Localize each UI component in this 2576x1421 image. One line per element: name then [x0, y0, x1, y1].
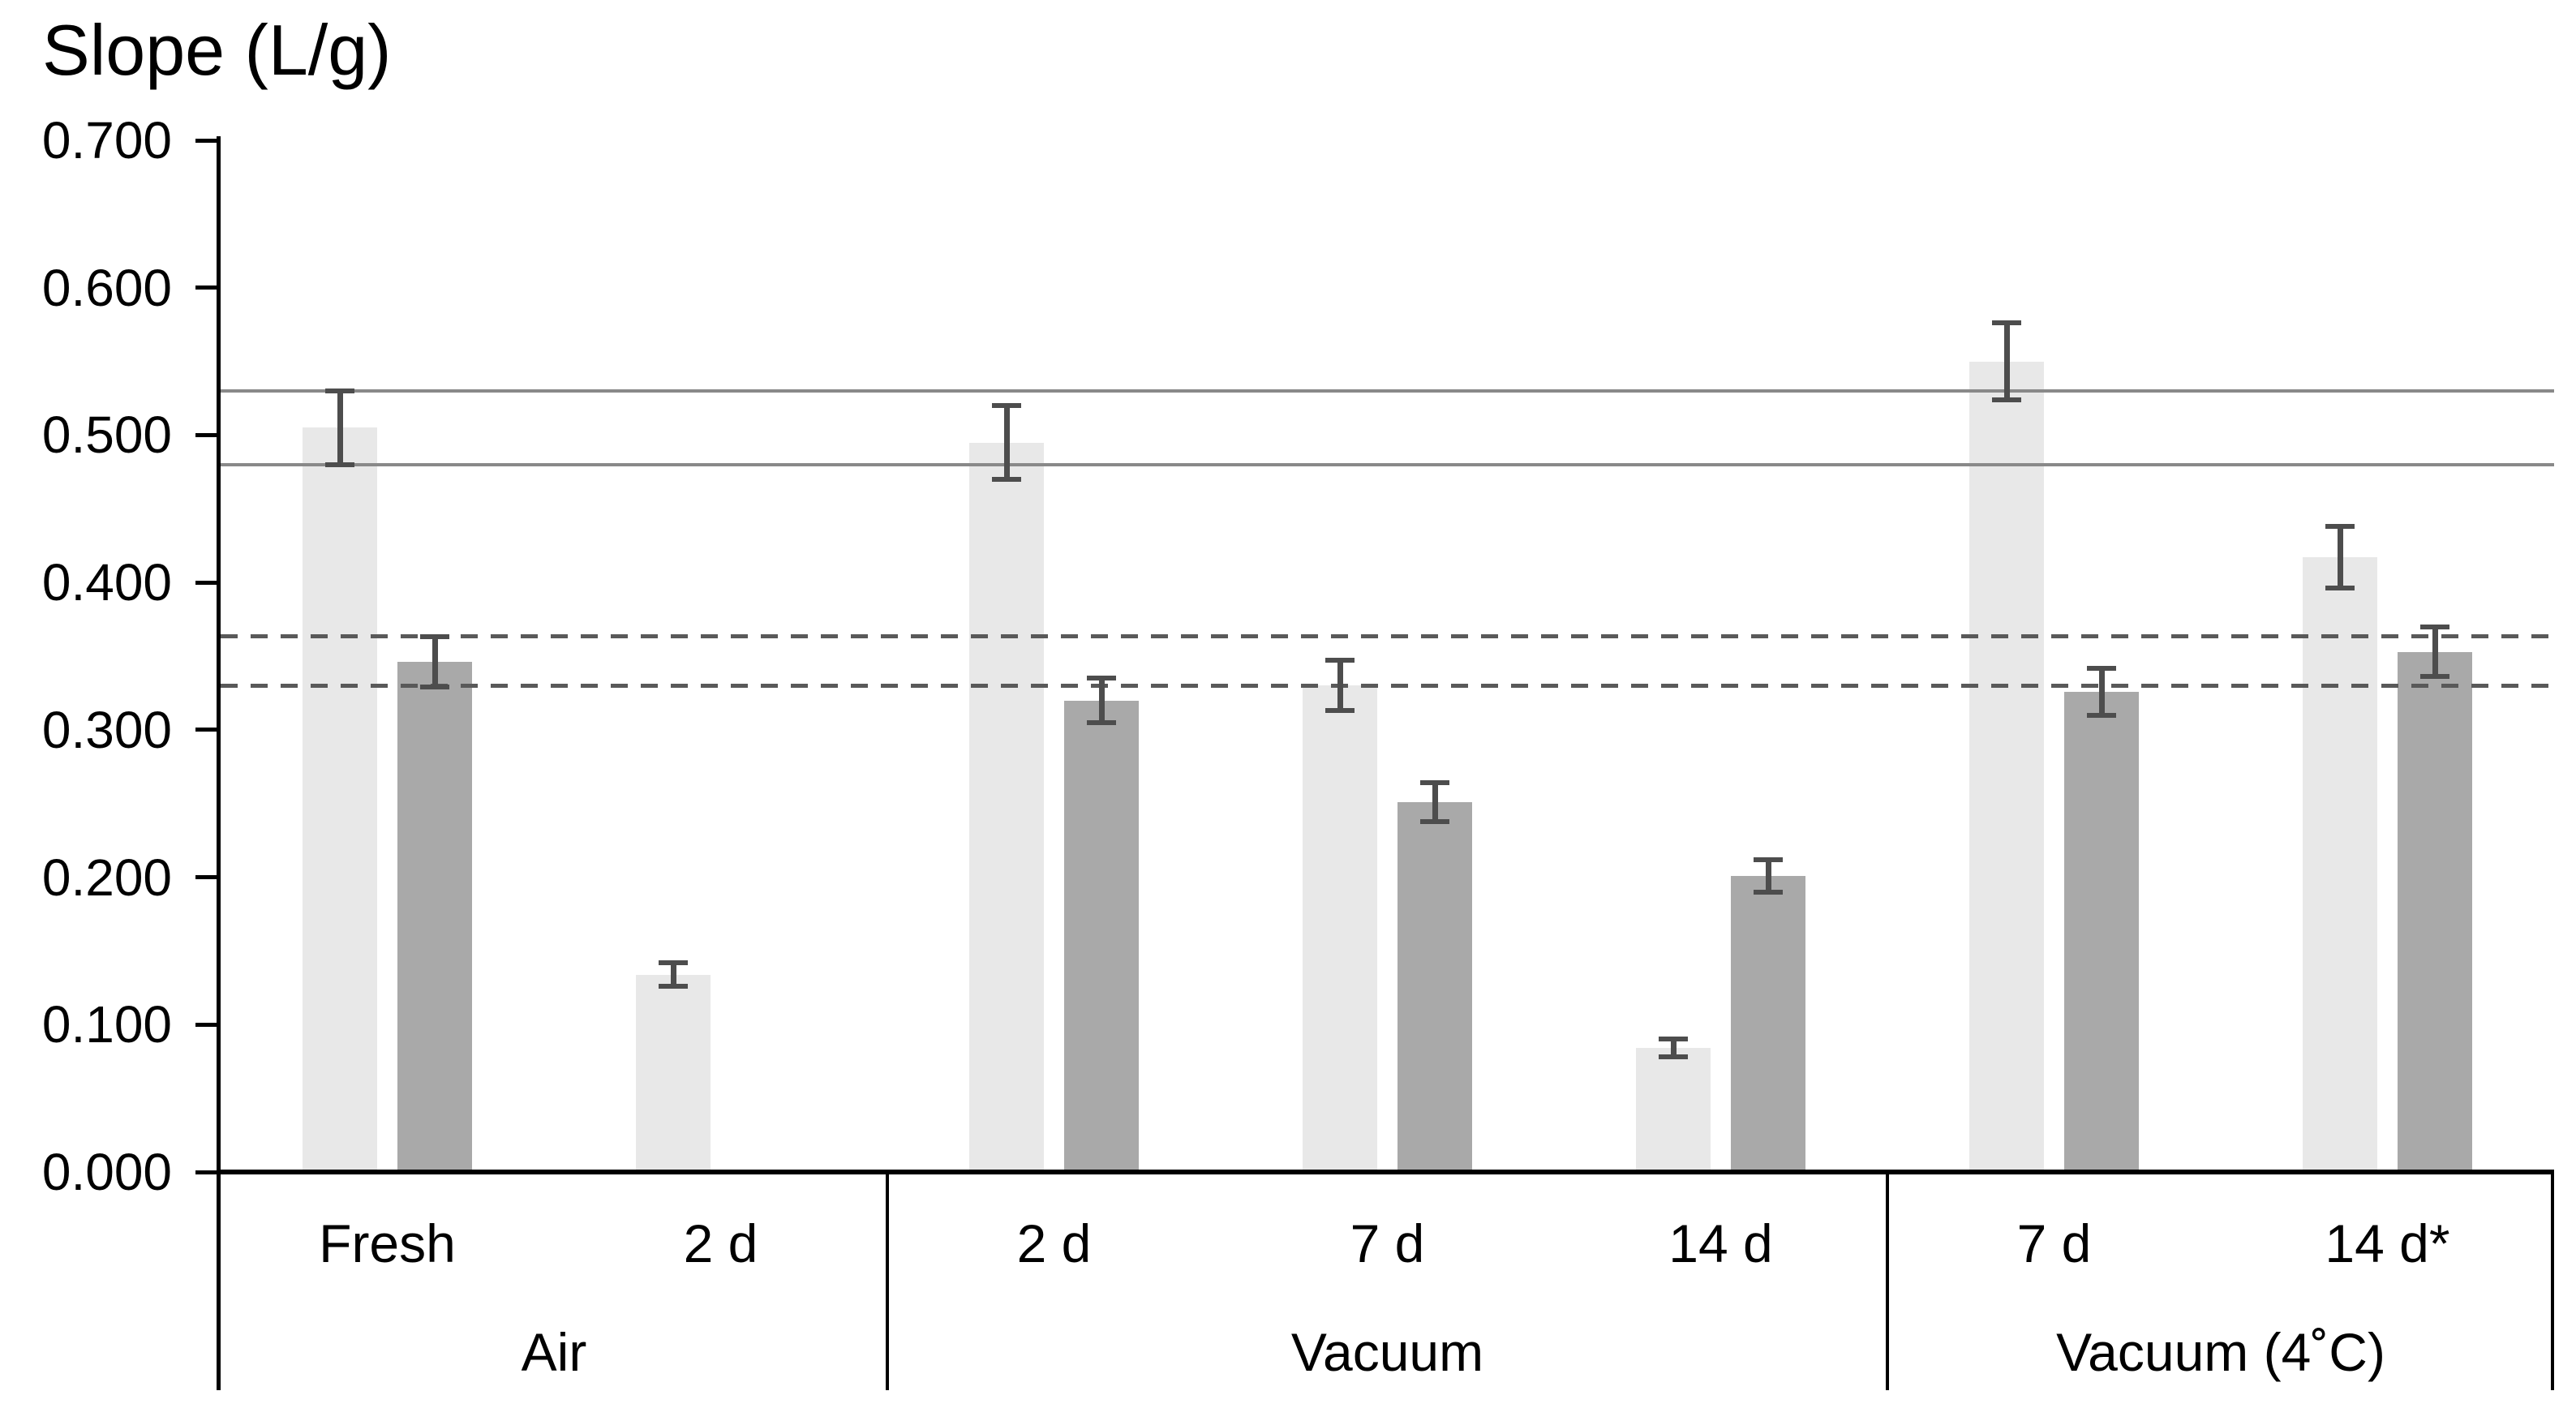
bar-dark: [1064, 700, 1139, 1172]
error-bar-cap-top: [992, 403, 1021, 409]
category-label: 14 d: [1668, 1213, 1773, 1273]
y-tick-label: 0.600: [41, 258, 172, 317]
bar-dark: [1397, 801, 1472, 1172]
y-axis-tick: [195, 1170, 217, 1174]
y-axis-tick: [195, 580, 217, 585]
category-label: Fresh: [319, 1213, 456, 1273]
group-label: Vacuum: [1290, 1322, 1484, 1382]
error-bar-line: [670, 962, 676, 987]
error-bar-line: [1765, 859, 1771, 892]
reference-line-solid: [221, 389, 2554, 393]
error-bar-line: [337, 390, 343, 465]
y-tick-label: 0.400: [41, 553, 172, 612]
bar-dark: [1731, 875, 1805, 1172]
error-bar-line: [431, 637, 438, 688]
bar-dark: [2398, 651, 2472, 1172]
group-label: Vacuum (4˚C): [2056, 1322, 2385, 1382]
error-bar-cap-top: [1087, 676, 1116, 681]
error-bar-cap-top: [1325, 658, 1355, 663]
bar-light: [1303, 685, 1377, 1172]
error-bar-line: [2432, 626, 2438, 677]
y-axis-tick: [195, 285, 217, 290]
error-bar-cap-bottom: [659, 984, 688, 990]
reference-line-dashed: [221, 684, 2554, 689]
bar-dark: [2064, 691, 2139, 1172]
y-tick-label: 0.200: [41, 848, 172, 907]
error-bar-cap-bottom: [325, 462, 354, 467]
reference-line-dashed: [221, 633, 2554, 638]
error-bar-cap-top: [325, 388, 354, 393]
bar-dark: [397, 662, 472, 1172]
error-bar-line: [2098, 668, 2105, 715]
y-axis-tick: [195, 138, 217, 143]
error-bar-cap-bottom: [1992, 397, 2021, 402]
error-bar-cap-top: [1754, 856, 1783, 862]
chart-title: Slope (L/g): [42, 10, 392, 90]
bar-light: [2303, 557, 2377, 1172]
y-axis-tick: [195, 875, 217, 880]
y-tick-label: 0.000: [41, 1143, 172, 1201]
category-label: 7 d: [2016, 1213, 2092, 1273]
y-axis-tick: [195, 728, 217, 732]
category-label: 14 d*: [2325, 1213, 2450, 1273]
error-bar-cap-top: [1420, 780, 1449, 786]
error-bar-line: [1337, 660, 1343, 711]
error-bar-line: [1098, 678, 1105, 723]
bar-light: [636, 974, 711, 1172]
error-bar-cap-bottom: [2325, 586, 2355, 591]
y-axis-line: [217, 136, 221, 1390]
category-label: 7 d: [1350, 1213, 1425, 1273]
y-tick-label: 0.700: [41, 111, 172, 170]
error-bar-cap-top: [420, 634, 449, 640]
error-bar-cap-top: [2325, 524, 2355, 530]
error-bar-cap-top: [2420, 624, 2449, 629]
error-bar-cap-top: [659, 959, 688, 965]
error-bar-cap-bottom: [1659, 1054, 1688, 1060]
bar-light: [969, 442, 1044, 1172]
y-tick-label: 0.500: [41, 406, 172, 465]
reference-line-solid: [221, 462, 2554, 466]
error-bar-line: [1432, 783, 1438, 822]
bar-light: [303, 427, 377, 1172]
axis-right-edge: [2551, 1172, 2554, 1390]
error-bar-cap-bottom: [2420, 674, 2449, 680]
y-tick-label: 0.100: [41, 995, 172, 1054]
error-bar-cap-top: [1659, 1037, 1688, 1042]
category-label: 2 d: [1016, 1213, 1092, 1273]
error-bar-cap-bottom: [1087, 719, 1116, 725]
error-bar-line: [2337, 526, 2343, 589]
y-axis-tick: [195, 1022, 217, 1027]
error-bar-cap-bottom: [1420, 818, 1449, 824]
error-bar-cap-top: [2087, 665, 2116, 671]
error-bar-cap-bottom: [992, 476, 1021, 482]
error-bar-cap-bottom: [420, 685, 449, 690]
error-bar-line: [2003, 323, 2010, 400]
error-bar-cap-top: [1992, 320, 2021, 326]
x-axis-baseline: [217, 1170, 2554, 1174]
error-bar-cap-bottom: [1754, 889, 1783, 895]
group-label: Air: [521, 1322, 587, 1382]
error-bar-line: [1670, 1039, 1677, 1058]
category-label: 2 d: [683, 1213, 758, 1273]
group-separator: [1886, 1172, 1889, 1390]
error-bar-cap-bottom: [2087, 712, 2116, 718]
bar-light: [1636, 1048, 1711, 1172]
y-axis-tick: [195, 432, 217, 437]
bar-light: [1969, 361, 2044, 1172]
error-bar-line: [1003, 406, 1010, 479]
error-bar-cap-bottom: [1325, 708, 1355, 714]
y-tick-label: 0.300: [41, 700, 172, 759]
group-separator: [886, 1172, 889, 1390]
